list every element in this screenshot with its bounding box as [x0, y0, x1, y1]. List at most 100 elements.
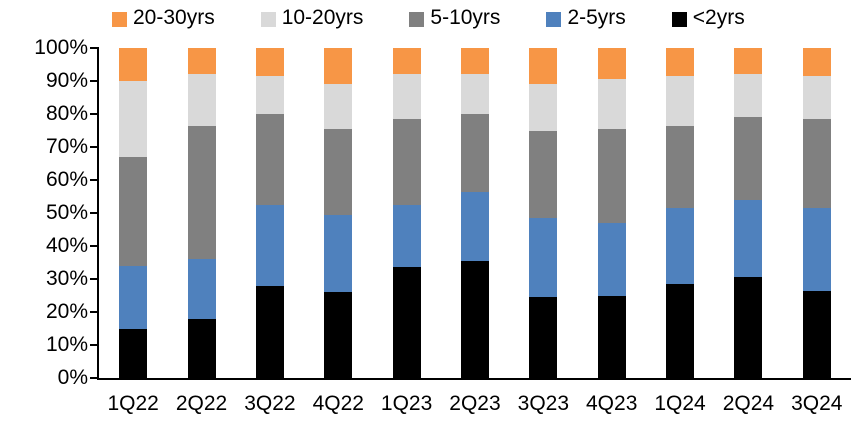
bar-segment-20-30yrs [597, 48, 626, 80]
y-axis-label: 60% [45, 168, 88, 191]
y-axis-tick [90, 47, 99, 49]
x-axis-label: 3Q22 [244, 392, 296, 415]
bar-3q23 [529, 48, 558, 378]
x-axis-labels: 1Q22 2Q22 3Q22 4Q22 1Q23 2Q23 3Q23 4Q23 1Q24 2Q24… [99, 392, 851, 416]
y-axis-label: 80% [45, 102, 88, 125]
bar-segment-2-5yrs [119, 265, 148, 329]
x-axis-label: 1Q22 [107, 392, 159, 415]
legend-item: <2yrs [671, 6, 745, 30]
bar-segment-10-20yrs [392, 74, 421, 119]
legend-swatch-icon [260, 11, 276, 27]
bar-segment-20-30yrs [802, 48, 831, 77]
y-axis-label: 10% [45, 333, 88, 356]
legend-label: 2-5yrs [567, 6, 626, 29]
bar-segment-20-30yrs [255, 48, 284, 77]
bar-segment-5-10yrs [460, 114, 489, 192]
y-axis-label: 30% [45, 267, 88, 290]
x-axis-label: 2Q23 [449, 392, 501, 415]
bar-segment-20-30yrs [392, 48, 421, 75]
bar-segment-2-5yrs [802, 208, 831, 291]
bar-segment-2yrs [734, 277, 763, 378]
y-axis-tick [90, 278, 99, 280]
legend-swatch-icon [112, 11, 127, 27]
bar-segment-20-30yrs [187, 48, 216, 75]
bar-segment-5-10yrs [802, 118, 831, 209]
bar-1q24 [666, 48, 695, 378]
bar-2q24 [734, 48, 763, 378]
bar-segment-10-20yrs [666, 76, 695, 126]
bar-segment-10-20yrs [187, 74, 216, 126]
legend-label: 20-30yrs [133, 6, 215, 29]
bar-segment-5-10yrs [597, 128, 626, 223]
bar-segment-20-30yrs [529, 48, 558, 85]
y-axis-label: 20% [45, 300, 88, 323]
x-axis-label: 4Q23 [586, 392, 638, 415]
bar-segment-5-10yrs [119, 156, 148, 266]
y-axis-tick [90, 179, 99, 181]
y-axis-tick [90, 146, 99, 148]
bar-segment-2-5yrs [734, 199, 763, 278]
legend-item: 10-20yrs [260, 6, 364, 30]
bar-segment-2yrs [666, 283, 695, 378]
y-axis-tick [90, 344, 99, 346]
bar-segment-20-30yrs [324, 48, 353, 85]
bar-segment-2-5yrs [324, 214, 353, 293]
bar-segment-2yrs [392, 267, 421, 378]
y-axis-label: 50% [45, 201, 88, 224]
legend-swatch-icon [409, 11, 425, 27]
y-axis-tick [90, 377, 99, 379]
bar-segment-5-10yrs [666, 125, 695, 209]
bar-segment-20-30yrs [119, 48, 148, 82]
bar-segment-5-10yrs [392, 118, 421, 205]
bar-segment-5-10yrs [324, 128, 353, 215]
x-axis-label: 3Q24 [791, 392, 843, 415]
bar-segment-5-10yrs [734, 117, 763, 200]
bar-3q22 [255, 48, 284, 378]
legend-swatch-icon [671, 11, 687, 27]
bar-segment-2-5yrs [529, 217, 558, 298]
bar-segment-2-5yrs [187, 259, 216, 319]
plot-area [90, 47, 851, 380]
legend-label: 5-10yrs [430, 6, 501, 29]
bar-segment-10-20yrs [460, 74, 489, 115]
y-axis-tick [90, 80, 99, 82]
bar-segment-2yrs [529, 297, 558, 378]
legend-item: 2-5yrs [546, 6, 626, 30]
y-axis-tick [90, 245, 99, 247]
legend-item: 5-10yrs [409, 6, 500, 30]
legend: 20-30yrs 10-20yrs 5-10yrs 2-5yrs <2yrs [112, 6, 745, 30]
bars-container [99, 48, 851, 378]
y-axis-label: 70% [45, 135, 88, 158]
bar-segment-2yrs [460, 260, 489, 378]
bar-segment-10-20yrs [597, 79, 626, 129]
y-axis-tick [90, 113, 99, 115]
bar-2q22 [187, 48, 216, 378]
bar-segment-10-20yrs [802, 76, 831, 119]
bar-segment-5-10yrs [187, 125, 216, 260]
bar-segment-2-5yrs [460, 191, 489, 261]
bar-segment-2yrs [187, 318, 216, 378]
bar-segment-5-10yrs [255, 114, 284, 205]
bar-4q23 [597, 48, 626, 378]
bar-segment-10-20yrs [529, 84, 558, 131]
bar-segment-20-30yrs [734, 48, 763, 75]
legend-swatch-icon [546, 11, 562, 27]
legend-label: <2yrs [692, 6, 745, 29]
bar-segment-2yrs [597, 295, 626, 378]
bar-2q23 [460, 48, 489, 378]
bar-segment-2-5yrs [666, 208, 695, 284]
x-axis-label: 2Q24 [722, 392, 775, 415]
bar-segment-10-20yrs [255, 76, 284, 115]
x-axis-label: 1Q24 [654, 392, 706, 415]
x-axis-label: 1Q23 [380, 392, 433, 415]
legend-label: 10-20yrs [281, 6, 364, 29]
bar-segment-2yrs [255, 285, 284, 378]
bar-segment-20-30yrs [666, 48, 695, 77]
x-axis-label: 3Q23 [517, 392, 570, 415]
bar-segment-2-5yrs [392, 204, 421, 268]
x-axis-label: 4Q22 [312, 392, 364, 415]
y-axis-tick [90, 212, 99, 214]
bar-3q24 [802, 48, 831, 378]
bar-segment-2-5yrs [255, 204, 284, 286]
